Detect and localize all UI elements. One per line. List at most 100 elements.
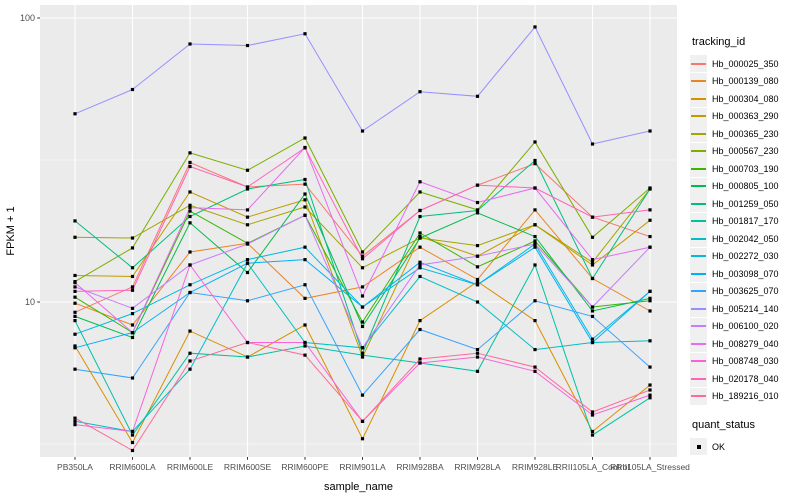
legend-key <box>690 352 707 370</box>
data-point <box>360 305 365 309</box>
data-point <box>418 90 422 94</box>
data-point <box>475 283 480 287</box>
legend-key <box>690 90 707 108</box>
legend-label: Hb_189216_010 <box>712 391 779 402</box>
x-axis-tick-label: RRIM901LA <box>339 462 386 472</box>
legend-item-Hb_006100_020: Hb_006100_020 <box>690 317 800 336</box>
data-point <box>648 187 652 191</box>
data-point <box>73 344 77 348</box>
x-axis-tick-label: RRIM928LA <box>454 462 501 472</box>
legend-line-swatch <box>691 255 706 258</box>
legend-item-Hb_005214_140: Hb_005214_140 <box>690 300 800 318</box>
x-axis-tick-label: RRIM928BA <box>396 462 444 472</box>
legend-label: Hb_000304_080 <box>712 93 779 104</box>
legend-key <box>690 142 707 160</box>
data-point <box>590 309 595 313</box>
x-axis-title: sample_name <box>324 481 393 493</box>
data-point <box>590 337 595 341</box>
legend-key <box>690 387 707 405</box>
data-point <box>188 329 192 333</box>
data-point <box>648 218 652 222</box>
legend-line-swatch <box>691 150 706 153</box>
legend-key <box>690 282 707 300</box>
data-point <box>73 235 77 239</box>
data-point <box>648 129 652 133</box>
square-point-icon <box>696 444 701 449</box>
data-point <box>418 208 422 213</box>
data-point <box>360 266 365 270</box>
data-point <box>188 283 192 287</box>
data-point <box>648 245 652 249</box>
data-point <box>360 351 365 355</box>
legend-key <box>690 195 707 213</box>
data-point <box>590 260 595 264</box>
legend-line-swatch <box>691 307 706 310</box>
legend-item-Hb_020178_040: Hb_020178_040 <box>690 370 800 388</box>
data-point <box>303 283 307 287</box>
data-point <box>533 242 537 246</box>
data-point <box>360 346 365 350</box>
data-point <box>188 42 192 46</box>
data-point <box>590 433 595 437</box>
y-axis-title: FPKM + 1 <box>5 206 17 255</box>
legend-line-swatch <box>691 220 706 223</box>
legend-line-swatch <box>691 202 706 205</box>
legend-line-swatch <box>691 290 706 293</box>
legend-item-Hb_001259_050: Hb_001259_050 <box>690 195 800 213</box>
quant-legend-label: OK <box>712 441 726 452</box>
legend-line-swatch <box>691 237 706 240</box>
data-point <box>533 299 537 303</box>
legend-item-Hb_000703_190: Hb_000703_190 <box>690 160 800 178</box>
legend-item-Hb_000805_100: Hb_000805_100 <box>690 177 800 196</box>
data-point <box>533 263 537 267</box>
data-point <box>418 263 422 267</box>
y-axis-tick-label: 100 <box>20 13 35 23</box>
data-point <box>418 236 422 240</box>
data-point <box>648 299 652 303</box>
legend-label: Hb_000363_290 <box>712 111 779 122</box>
data-point <box>648 309 652 313</box>
data-point <box>245 208 250 212</box>
legend-key <box>690 212 707 230</box>
legend-label: Hb_000025_350 <box>712 58 779 69</box>
data-point <box>475 200 480 205</box>
data-point <box>590 305 595 309</box>
data-point <box>245 187 250 191</box>
data-point <box>590 215 595 219</box>
data-point <box>245 261 250 265</box>
data-point <box>188 214 192 219</box>
legend-key <box>690 72 707 90</box>
x-axis-tick-label: RRII105LA_Stressed <box>610 462 690 472</box>
data-point <box>418 361 422 365</box>
legend-label: Hb_008748_030 <box>712 356 779 367</box>
data-point <box>475 211 480 215</box>
data-point <box>73 419 77 423</box>
legend-label: Hb_000139_080 <box>712 76 779 87</box>
data-point <box>533 208 537 212</box>
legend-item-Hb_000025_350: Hb_000025_350 <box>690 55 800 73</box>
data-point <box>533 245 537 249</box>
data-point <box>73 332 77 336</box>
data-point <box>648 388 652 392</box>
data-point <box>188 250 192 254</box>
data-point <box>360 437 365 441</box>
data-point <box>418 327 422 332</box>
legend-label: Hb_000365_230 <box>712 128 779 139</box>
legend-label: Hb_003098_070 <box>712 268 779 279</box>
data-point <box>648 208 652 212</box>
data-point <box>188 164 192 169</box>
data-point <box>418 319 422 323</box>
data-point <box>360 250 365 254</box>
data-point <box>360 393 365 397</box>
data-point <box>475 94 480 98</box>
x-axis-tick-label: RRIM600SE <box>224 462 272 472</box>
legend-key <box>690 438 707 456</box>
data-point <box>590 142 595 146</box>
data-point <box>648 339 652 343</box>
data-point <box>360 355 365 359</box>
x-axis-tick-label: RRIM600LA <box>109 462 156 472</box>
data-point <box>533 223 537 227</box>
data-point <box>360 254 365 258</box>
data-point <box>418 180 422 184</box>
